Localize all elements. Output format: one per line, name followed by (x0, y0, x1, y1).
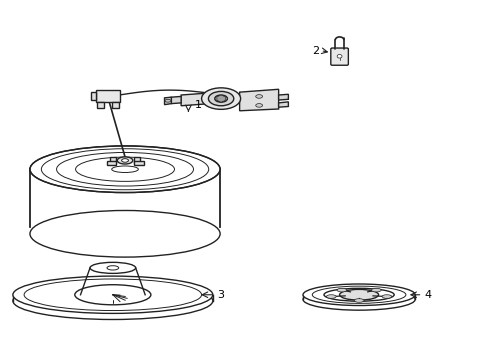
Polygon shape (97, 102, 104, 108)
Text: 1: 1 (194, 100, 202, 111)
Ellipse shape (201, 88, 240, 109)
Ellipse shape (255, 104, 262, 107)
Ellipse shape (336, 54, 341, 58)
Ellipse shape (30, 211, 220, 257)
Polygon shape (164, 97, 171, 105)
Text: 4: 4 (424, 290, 431, 300)
Polygon shape (171, 96, 181, 104)
Ellipse shape (353, 299, 363, 302)
Ellipse shape (303, 289, 414, 310)
Polygon shape (278, 102, 288, 107)
Ellipse shape (208, 91, 233, 106)
Ellipse shape (381, 295, 391, 298)
Polygon shape (30, 169, 220, 234)
Ellipse shape (117, 157, 133, 164)
Ellipse shape (90, 262, 135, 273)
Ellipse shape (339, 289, 378, 300)
Polygon shape (239, 89, 278, 111)
Ellipse shape (324, 288, 393, 301)
Text: 3: 3 (217, 290, 224, 300)
Polygon shape (278, 94, 288, 100)
Polygon shape (181, 93, 210, 106)
Polygon shape (134, 161, 143, 165)
Ellipse shape (325, 295, 335, 298)
Ellipse shape (107, 266, 119, 270)
Ellipse shape (371, 288, 380, 292)
Polygon shape (96, 90, 120, 102)
Ellipse shape (13, 282, 212, 319)
Polygon shape (110, 157, 116, 163)
Ellipse shape (13, 276, 212, 314)
FancyBboxPatch shape (330, 48, 347, 65)
Text: 2: 2 (311, 46, 318, 55)
Ellipse shape (303, 284, 414, 306)
Polygon shape (134, 157, 140, 163)
Polygon shape (106, 161, 116, 165)
Ellipse shape (214, 95, 227, 102)
Polygon shape (112, 102, 119, 108)
Ellipse shape (111, 166, 138, 172)
Ellipse shape (336, 288, 346, 292)
Ellipse shape (164, 99, 170, 102)
Polygon shape (91, 92, 96, 100)
Ellipse shape (255, 95, 262, 98)
Ellipse shape (122, 159, 128, 162)
Ellipse shape (75, 285, 151, 305)
Ellipse shape (30, 146, 220, 193)
